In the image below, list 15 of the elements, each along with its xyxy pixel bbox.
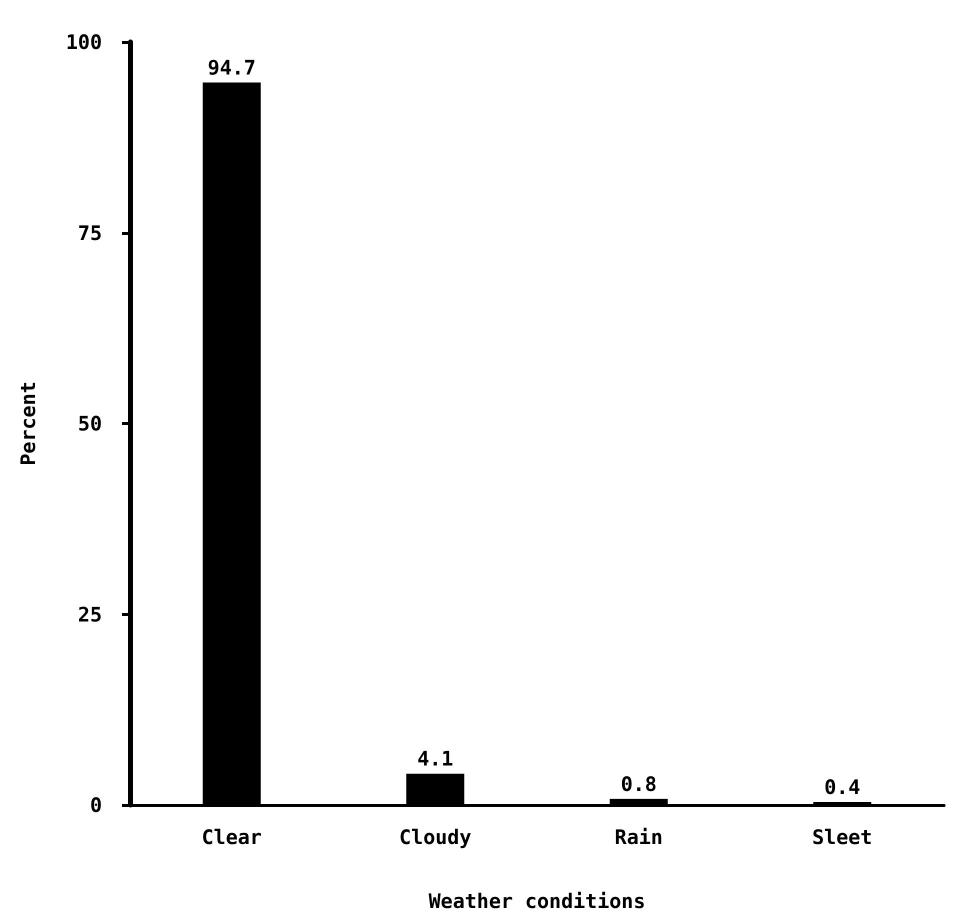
y-axis-title: Percent bbox=[16, 381, 40, 466]
x-axis-title: Weather conditions bbox=[428, 889, 646, 913]
x-tick-label: Sleet bbox=[812, 825, 872, 849]
x-tick-label: Rain bbox=[614, 825, 663, 849]
y-tick-label: 75 bbox=[78, 220, 102, 245]
y-tick-label: 0 bbox=[90, 793, 102, 817]
x-tick-label: Cloudy bbox=[399, 825, 472, 849]
y-tick-label: 100 bbox=[66, 30, 102, 54]
data-label: 94.7 bbox=[208, 55, 256, 80]
x-tick-label: Clear bbox=[202, 825, 262, 849]
y-tick-label: 50 bbox=[78, 412, 102, 436]
data-label: 4.1 bbox=[417, 746, 454, 771]
y-tick-label: 25 bbox=[78, 602, 102, 626]
data-label: 0.8 bbox=[620, 772, 657, 796]
data-label: 0.4 bbox=[824, 774, 860, 799]
